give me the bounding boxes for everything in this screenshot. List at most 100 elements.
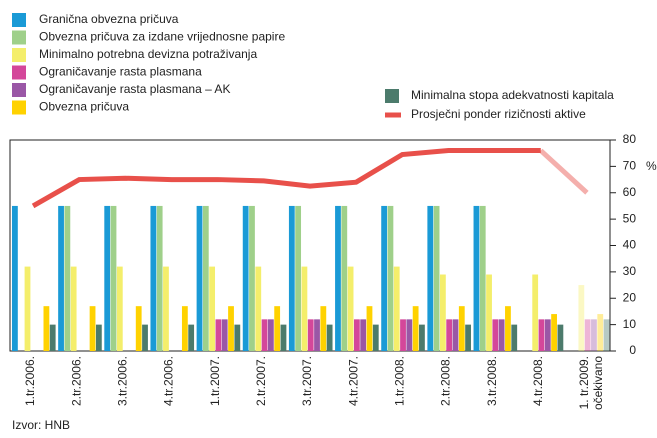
y-tick-label: 40	[623, 238, 637, 252]
bar	[163, 266, 169, 351]
legend-label: Obvezna pričuva	[39, 100, 129, 114]
bar	[419, 324, 425, 351]
legend-swatch	[12, 13, 26, 27]
bar	[295, 205, 302, 351]
bar	[591, 319, 597, 351]
legend-swatch	[12, 65, 26, 80]
legend-swatch	[12, 100, 26, 115]
bar	[221, 319, 228, 351]
bar	[70, 266, 77, 351]
bar	[393, 266, 400, 351]
bar	[188, 324, 195, 351]
legend-label: Granična obvezna pričuva	[39, 12, 179, 26]
bar	[314, 319, 320, 351]
bar	[49, 324, 56, 351]
bar	[366, 306, 373, 351]
bar	[511, 324, 518, 351]
bar	[433, 205, 440, 351]
bar	[228, 306, 234, 351]
bar	[458, 306, 465, 351]
bar	[446, 319, 453, 351]
bar	[532, 274, 539, 351]
bar	[64, 205, 71, 351]
bar	[347, 266, 354, 351]
bar	[24, 266, 31, 351]
bar	[255, 266, 262, 351]
bar	[280, 324, 287, 351]
x-tick-label: 4.tr.2007.	[346, 356, 360, 406]
x-tick-label: 3.tr.2008.	[485, 356, 499, 406]
x-tick-label: 4.tr.2008.	[531, 356, 545, 406]
bar	[135, 306, 142, 351]
y-tick-label: 20	[623, 290, 637, 304]
bar	[353, 319, 360, 351]
bar	[584, 319, 591, 351]
bar	[202, 205, 209, 351]
x-tick-label: 2.tr.2007.	[254, 356, 268, 406]
bar	[95, 324, 102, 351]
bar	[505, 306, 511, 351]
bar	[110, 205, 117, 351]
x-tick-label: 3.tr.2006.	[116, 356, 130, 406]
bar	[274, 306, 281, 351]
bar	[142, 324, 148, 351]
y-tick-label: 80	[623, 132, 637, 146]
legend-label: Ograničavanje rasta plasmana	[39, 65, 202, 79]
bar	[89, 306, 96, 351]
bar	[307, 319, 314, 351]
bar	[486, 274, 492, 351]
line	[31, 148, 541, 209]
bar	[551, 314, 557, 351]
bar	[261, 319, 268, 351]
bar	[104, 205, 111, 351]
annotation: očekivano	[591, 356, 605, 410]
bar	[578, 285, 585, 351]
bar	[12, 205, 18, 351]
y-tick-label: 30	[623, 264, 637, 278]
legend-swatch	[12, 30, 26, 45]
legend-label: Obvezna pričuva za izdane vrijednosne pa…	[39, 30, 285, 44]
y-tick-label: 50	[623, 211, 637, 225]
bar	[381, 205, 388, 351]
bar	[209, 266, 216, 351]
bar	[288, 205, 295, 351]
bar	[267, 319, 274, 351]
x-tick-label: 1.tr.2006.	[23, 356, 37, 406]
bar	[465, 324, 471, 351]
x-tick-label: 4.tr.2006.	[162, 356, 176, 406]
bar	[538, 319, 545, 351]
bar	[544, 319, 551, 351]
bar	[242, 205, 249, 351]
y-tick-label: 10	[623, 317, 637, 331]
legend-swatch	[12, 83, 26, 97]
bar	[43, 306, 50, 351]
bar	[597, 314, 604, 351]
bar	[116, 266, 123, 351]
x-tick-label: 1.tr.2007.	[208, 356, 222, 406]
bar	[557, 324, 564, 351]
bar	[439, 274, 446, 351]
bar	[150, 205, 157, 351]
bar	[215, 319, 222, 351]
bar	[603, 319, 610, 351]
bar	[249, 205, 255, 351]
bar	[156, 205, 163, 351]
bar	[452, 319, 459, 351]
bar	[320, 306, 327, 351]
bar	[234, 324, 241, 351]
legend-label: Ograničavanje rasta plasmana – AK	[39, 82, 230, 96]
bar	[400, 319, 406, 351]
bar	[326, 324, 333, 351]
bar	[473, 205, 480, 351]
bar	[406, 319, 413, 351]
y-tick-label: 60	[623, 185, 637, 199]
y-tick-label: 70	[623, 159, 637, 173]
bar	[498, 319, 505, 351]
x-tick-label: 2.tr.2008.	[439, 356, 453, 406]
bar	[387, 205, 394, 351]
y-unit: %	[646, 159, 657, 173]
bar	[301, 266, 308, 351]
bar	[427, 205, 434, 351]
bar	[196, 205, 203, 351]
